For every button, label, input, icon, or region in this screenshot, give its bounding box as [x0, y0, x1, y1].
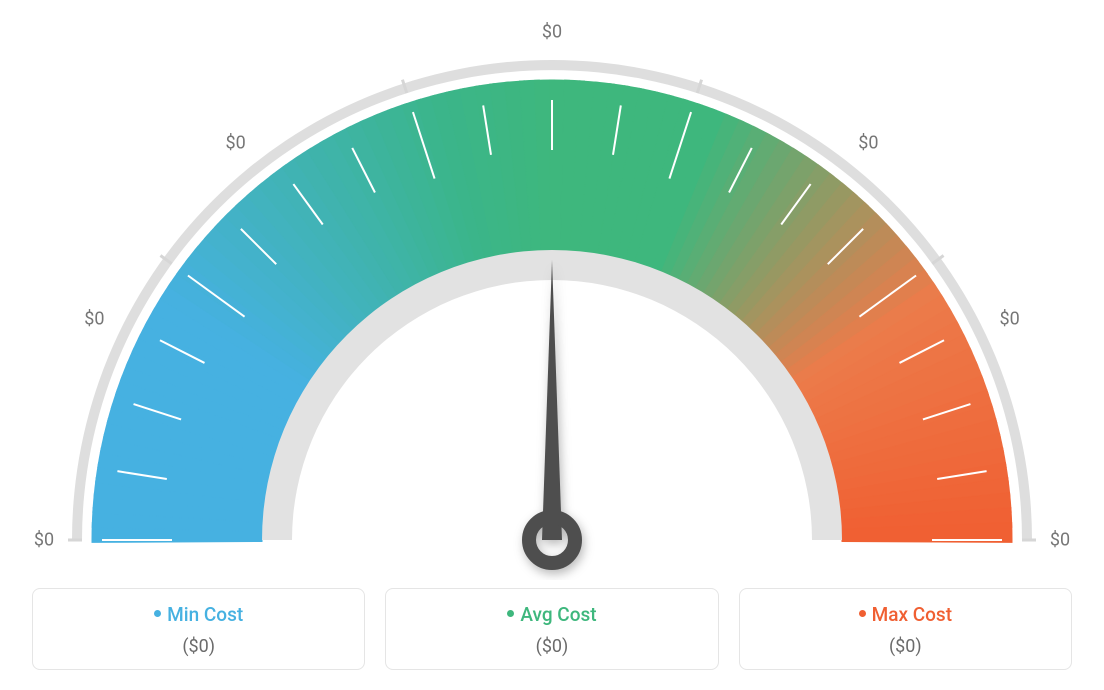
legend-value-max: ($0) [750, 636, 1061, 657]
dot-icon [507, 610, 514, 617]
scale-label: $0 [34, 530, 54, 551]
legend-row: Min Cost ($0) Avg Cost ($0) Max Cost ($0… [32, 588, 1072, 670]
legend-title-min: Min Cost [43, 603, 354, 626]
legend-card-max: Max Cost ($0) [739, 588, 1072, 670]
legend-value-min: ($0) [43, 636, 354, 657]
gauge-svg [32, 20, 1072, 580]
scale-label: $0 [84, 309, 104, 330]
legend-label-avg: Avg Cost [520, 603, 596, 626]
legend-card-avg: Avg Cost ($0) [385, 588, 718, 670]
legend-card-min: Min Cost ($0) [32, 588, 365, 670]
gauge-chart: $0 $0 $0 $0 $0 $0 $0 [32, 20, 1072, 580]
legend-title-avg: Avg Cost [396, 603, 707, 626]
legend-label-max: Max Cost [872, 603, 952, 626]
dot-icon [859, 610, 866, 617]
scale-label: $0 [542, 22, 562, 43]
dot-icon [154, 610, 161, 617]
scale-label: $0 [858, 132, 878, 153]
scale-label: $0 [225, 132, 245, 153]
scale-label: $0 [1050, 530, 1070, 551]
legend-title-max: Max Cost [750, 603, 1061, 626]
legend-label-min: Min Cost [167, 603, 243, 626]
legend-value-avg: ($0) [396, 636, 707, 657]
scale-label: $0 [999, 309, 1019, 330]
